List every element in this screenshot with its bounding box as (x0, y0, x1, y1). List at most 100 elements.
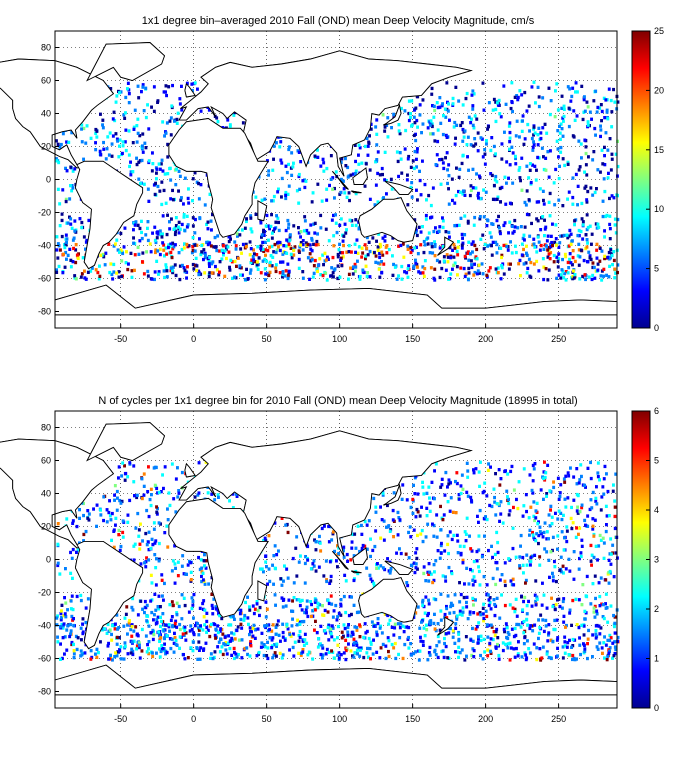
data-cell (430, 480, 434, 484)
data-cell (374, 183, 378, 187)
data-cell (203, 271, 207, 275)
data-cell (264, 538, 268, 543)
data-cell (187, 187, 190, 191)
data-cell (453, 142, 457, 146)
data-cell (197, 197, 201, 201)
data-cell (552, 485, 556, 490)
data-cell (482, 602, 486, 606)
data-cell (150, 537, 154, 541)
data-cell (98, 149, 102, 153)
data-cell (406, 275, 410, 279)
data-cell (508, 136, 512, 140)
data-cell (420, 528, 424, 533)
data-cell (290, 624, 294, 628)
data-cell (268, 245, 271, 249)
data-cell (199, 646, 203, 650)
data-cell (614, 551, 618, 555)
data-cell (561, 116, 565, 120)
data-cell (353, 651, 357, 655)
data-cell (553, 565, 557, 569)
data-cell (374, 125, 378, 129)
data-cell (520, 253, 524, 257)
data-cell (554, 602, 558, 607)
data-cell (532, 140, 535, 144)
data-cell (476, 131, 480, 135)
data-cell (513, 607, 517, 611)
data-cell (605, 658, 609, 662)
data-cell (369, 577, 373, 581)
data-cell (563, 480, 567, 484)
data-cell (526, 639, 529, 643)
data-cell (413, 218, 417, 222)
data-cell (522, 631, 526, 635)
data-cell (409, 535, 413, 539)
data-cell (131, 596, 135, 601)
data-cell (511, 577, 515, 581)
data-cell (456, 551, 460, 555)
data-cell (147, 548, 151, 552)
data-cell (606, 489, 610, 494)
data-cell (124, 471, 128, 476)
data-cell (556, 534, 560, 538)
data-cell (164, 131, 168, 135)
data-cell (506, 636, 510, 641)
data-cell (63, 652, 66, 656)
data-cell (585, 173, 589, 177)
data-cell (595, 502, 599, 506)
data-cell (519, 533, 523, 538)
data-cell (493, 500, 497, 504)
data-cell (281, 271, 285, 276)
data-cell (166, 507, 169, 511)
data-cell (339, 258, 343, 262)
data-cell (447, 551, 450, 556)
data-cell (138, 159, 142, 163)
data-cell (281, 598, 285, 602)
data-cell (280, 583, 284, 587)
data-cell (169, 178, 173, 182)
data-cell (450, 570, 453, 574)
data-cell (433, 244, 437, 249)
data-cell (186, 656, 190, 660)
data-cell (173, 232, 177, 237)
data-cell (576, 184, 580, 188)
data-cell (527, 647, 531, 651)
data-cell (439, 121, 443, 125)
data-cell (587, 275, 591, 279)
data-cell (147, 558, 151, 562)
data-cell (514, 597, 518, 601)
data-cell (582, 110, 586, 114)
data-cell (132, 236, 135, 240)
data-cell (313, 231, 317, 235)
data-cell (310, 200, 314, 204)
data-cell (530, 221, 533, 226)
data-cell (587, 628, 590, 633)
data-cell (98, 274, 102, 278)
data-cell (354, 265, 358, 269)
data-cell (97, 651, 100, 655)
data-cell (352, 643, 355, 647)
data-cell (584, 163, 588, 167)
data-cell (524, 578, 528, 583)
data-cell (431, 522, 434, 526)
data-cell (119, 501, 123, 505)
data-cell (383, 567, 387, 572)
data-cell (393, 626, 397, 630)
data-cell (596, 558, 599, 562)
data-cell (515, 119, 519, 123)
data-cell (409, 185, 413, 190)
data-cell (127, 153, 131, 157)
data-cell (150, 493, 153, 497)
data-cell (146, 269, 150, 274)
data-cell (163, 465, 167, 469)
data-cell (229, 623, 233, 627)
data-cell (415, 118, 419, 123)
data-cell (559, 570, 563, 574)
data-cell (78, 508, 81, 512)
data-cell (136, 511, 140, 516)
data-cell (526, 266, 530, 271)
data-cell (462, 595, 466, 600)
data-cell (286, 576, 290, 580)
data-cell (219, 627, 223, 631)
data-cell (571, 644, 575, 648)
data-cell (448, 509, 452, 513)
